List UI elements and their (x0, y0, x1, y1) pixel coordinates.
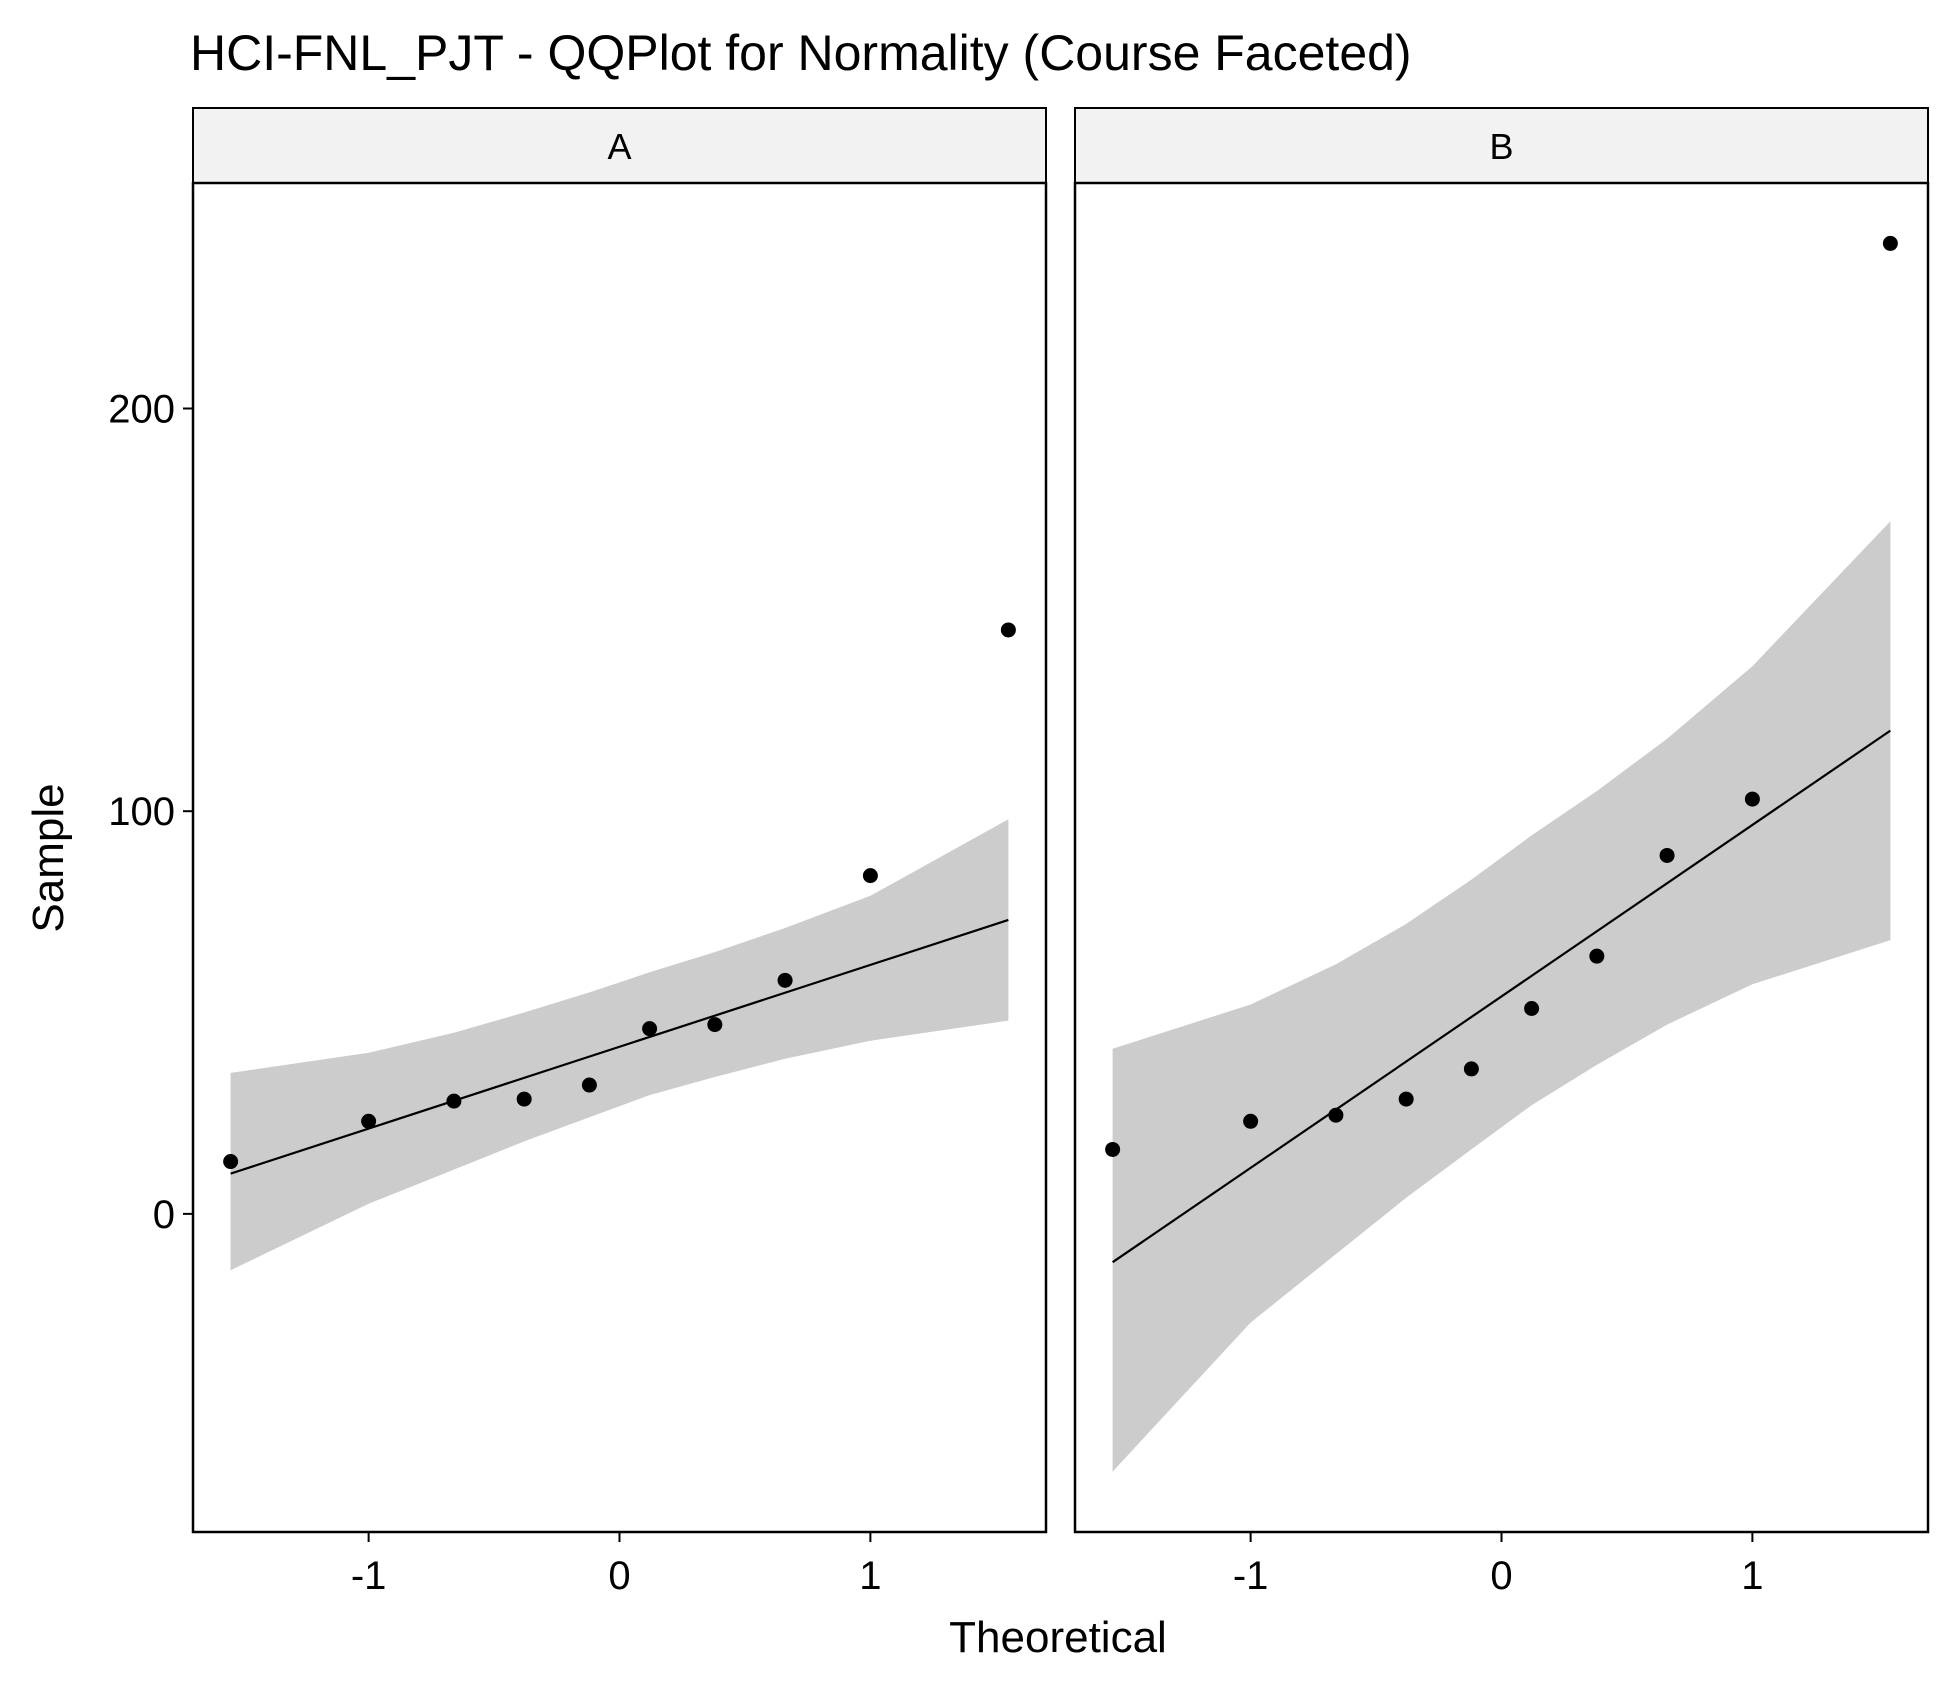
x-tick-label: 1 (859, 1554, 881, 1598)
data-point (1243, 1113, 1259, 1129)
data-point (223, 1154, 239, 1170)
data-point (1000, 622, 1016, 638)
facet-strip-label: A (607, 126, 631, 167)
data-point (777, 972, 793, 988)
x-tick-label: -1 (351, 1554, 387, 1598)
data-point (581, 1077, 597, 1093)
facet-strip-label: B (1489, 126, 1513, 167)
facet-panels: A -1 0 1 B -1 0 1 (191, 107, 1930, 1598)
qq-reference-line (230, 918, 1009, 1175)
data-point (707, 1017, 723, 1033)
data-point (1398, 1091, 1414, 1107)
y-tick-label: 200 (108, 388, 175, 432)
x-tick-label: 0 (1490, 1554, 1512, 1598)
data-point (862, 868, 878, 884)
data-point (1882, 235, 1898, 251)
data-point (1524, 1001, 1540, 1017)
data-point (1328, 1107, 1344, 1123)
data-point (1744, 791, 1760, 807)
data-point (361, 1113, 377, 1129)
facet-strip (1074, 107, 1929, 184)
confidence-band (230, 819, 1009, 1271)
chart-title: HCI-FNL_PJT - QQPlot for Normality (Cour… (190, 25, 1412, 81)
data-point (642, 1021, 658, 1037)
x-tick-label: 0 (608, 1554, 630, 1598)
data-point (1105, 1141, 1121, 1157)
data-point (516, 1091, 532, 1107)
data-point (446, 1093, 462, 1109)
data-point (1589, 948, 1605, 964)
data-point (1659, 847, 1675, 863)
x-tick-label: -1 (1233, 1554, 1269, 1598)
facet-strip (192, 107, 1047, 184)
facet-panel-a: A -1 0 1 (191, 107, 1048, 1598)
y-tick-label: 100 (108, 790, 175, 834)
x-axis-title: Theoretical (949, 1613, 1167, 1662)
data-point (1463, 1061, 1479, 1077)
plot-background (193, 183, 1046, 1532)
facet-panel-b: B -1 0 1 (1073, 107, 1930, 1598)
y-axis-title: Sample (24, 783, 73, 932)
qq-reference-line (1112, 729, 1891, 1264)
x-tick-label: 1 (1741, 1554, 1763, 1598)
y-tick-label: 0 (153, 1193, 175, 1237)
y-axis: 0 100 200 (108, 388, 193, 1237)
